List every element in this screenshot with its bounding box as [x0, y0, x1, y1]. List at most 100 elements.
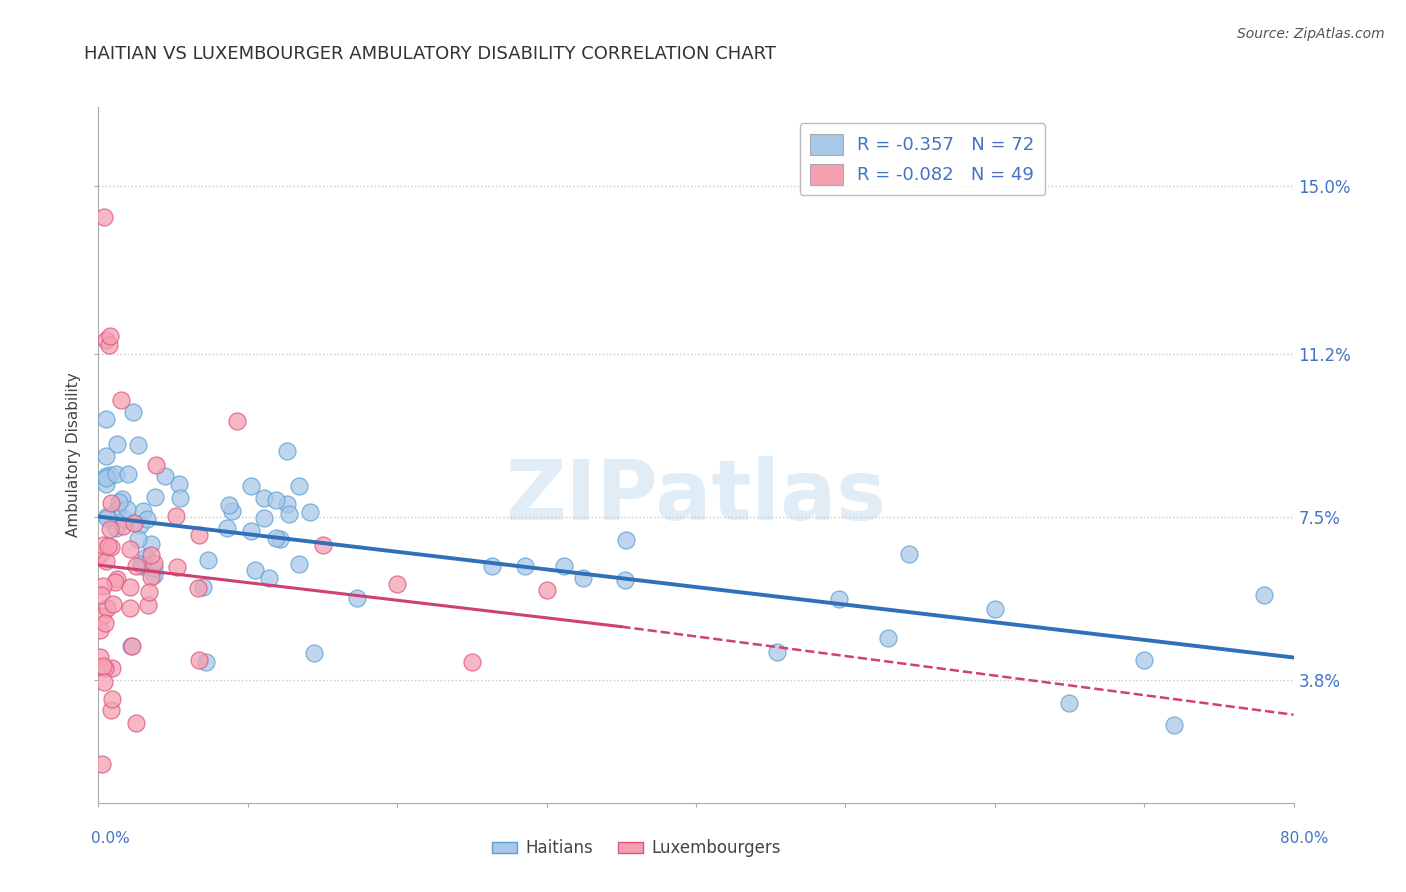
- Point: [461, 655, 484, 669]
- Point: [94, 334, 117, 348]
- Point: [91, 579, 114, 593]
- Point: [120, 580, 142, 594]
- Point: [253, 511, 276, 525]
- Point: [138, 585, 160, 599]
- Point: [1163, 717, 1185, 731]
- Point: [188, 527, 211, 541]
- Point: [131, 558, 153, 572]
- Point: [89, 649, 111, 664]
- Point: [243, 563, 266, 577]
- Point: [118, 601, 141, 615]
- Point: [239, 478, 262, 492]
- Point: [266, 493, 288, 508]
- Text: ZIPatlas: ZIPatlas: [506, 456, 886, 537]
- Point: [827, 591, 849, 606]
- Point: [264, 532, 287, 546]
- Point: [1133, 653, 1156, 667]
- Point: [135, 512, 157, 526]
- Point: [221, 504, 243, 518]
- Point: [131, 559, 153, 574]
- Point: [115, 501, 138, 516]
- Point: [218, 498, 240, 512]
- Point: [129, 518, 152, 533]
- Point: [90, 588, 112, 602]
- Point: [217, 521, 239, 535]
- Point: [122, 405, 145, 419]
- Point: [169, 477, 191, 491]
- Point: [114, 512, 136, 526]
- Point: [117, 467, 139, 481]
- Point: [191, 580, 214, 594]
- Point: [103, 598, 125, 612]
- Point: [89, 624, 111, 638]
- Text: 0.0%: 0.0%: [91, 831, 131, 846]
- Point: [257, 571, 280, 585]
- Point: [898, 547, 921, 561]
- Point: [91, 659, 114, 673]
- Point: [93, 674, 115, 689]
- Point: [346, 591, 368, 605]
- Point: [613, 573, 636, 587]
- Point: [169, 491, 191, 506]
- Text: Source: ZipAtlas.com: Source: ZipAtlas.com: [1237, 27, 1385, 41]
- Point: [141, 537, 163, 551]
- Point: [187, 582, 209, 596]
- Point: [94, 660, 117, 674]
- Point: [765, 645, 787, 659]
- Point: [100, 496, 122, 510]
- Point: [108, 495, 131, 509]
- Point: [298, 505, 321, 519]
- Point: [145, 458, 167, 472]
- Point: [276, 444, 298, 458]
- Point: [197, 553, 219, 567]
- Point: [90, 609, 112, 624]
- Point: [139, 569, 162, 583]
- Legend: Haitians, Luxembourgers: Haitians, Luxembourgers: [485, 833, 787, 864]
- Point: [135, 550, 157, 565]
- Point: [94, 470, 117, 484]
- Point: [101, 661, 124, 675]
- Point: [94, 449, 117, 463]
- Point: [127, 438, 149, 452]
- Point: [187, 653, 209, 667]
- Point: [572, 571, 595, 585]
- Point: [98, 329, 122, 343]
- Text: 80.0%: 80.0%: [1281, 831, 1329, 846]
- Point: [1253, 588, 1275, 602]
- Point: [121, 640, 143, 654]
- Point: [166, 560, 188, 574]
- Point: [124, 559, 146, 574]
- Point: [89, 547, 111, 561]
- Point: [277, 507, 299, 521]
- Point: [93, 210, 115, 224]
- Point: [110, 392, 132, 407]
- Point: [513, 558, 536, 573]
- Point: [105, 467, 128, 482]
- Point: [98, 468, 121, 483]
- Point: [122, 516, 145, 530]
- Point: [101, 692, 124, 706]
- Point: [104, 521, 127, 535]
- Point: [105, 503, 128, 517]
- Point: [97, 540, 120, 554]
- Point: [139, 548, 162, 562]
- Point: [105, 572, 128, 586]
- Point: [94, 469, 117, 483]
- Point: [984, 601, 1007, 615]
- Point: [97, 338, 120, 352]
- Point: [94, 616, 117, 631]
- Point: [143, 567, 166, 582]
- Point: [195, 656, 218, 670]
- Point: [94, 477, 117, 491]
- Point: [553, 559, 575, 574]
- Text: HAITIAN VS LUXEMBOURGER AMBULATORY DISABILITY CORRELATION CHART: HAITIAN VS LUXEMBOURGER AMBULATORY DISAB…: [84, 45, 776, 62]
- Point: [311, 538, 333, 552]
- Point: [110, 492, 132, 507]
- Point: [153, 468, 176, 483]
- Point: [240, 524, 263, 538]
- Point: [136, 598, 159, 612]
- Point: [536, 583, 558, 598]
- Point: [142, 560, 165, 574]
- Point: [98, 522, 121, 536]
- Point: [91, 756, 114, 771]
